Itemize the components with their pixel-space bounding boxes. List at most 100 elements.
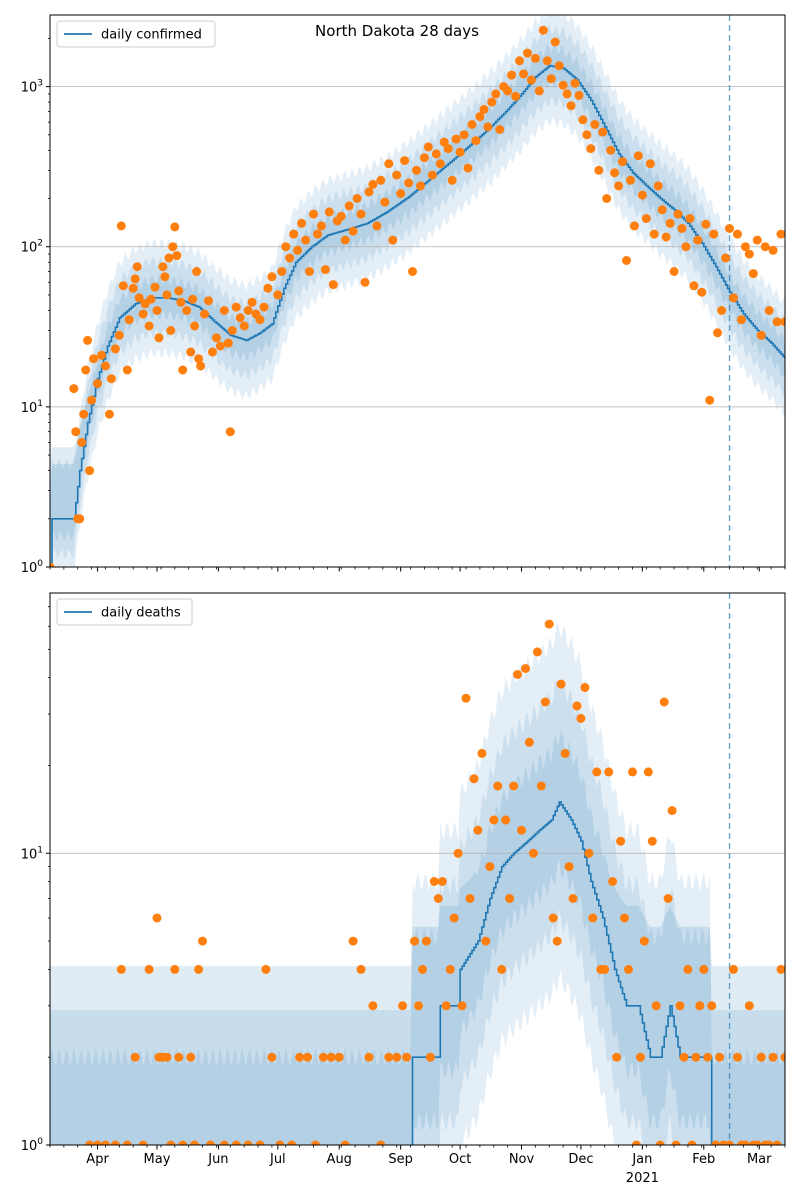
observed-point <box>200 309 209 319</box>
observed-point <box>293 245 303 255</box>
observed-point <box>457 1001 467 1011</box>
observed-point <box>487 97 497 107</box>
observed-point <box>328 280 338 290</box>
x-tick-label: Jul <box>269 1152 286 1167</box>
observed-point <box>340 235 350 245</box>
observed-point <box>146 294 156 304</box>
observed-point <box>665 218 675 228</box>
legend-label: daily confirmed <box>101 28 202 43</box>
y-tick-label-base: 10 <box>21 401 38 416</box>
y-tick-label: 100 <box>21 1137 44 1154</box>
observed-point <box>324 207 334 217</box>
observed-point <box>178 1140 188 1145</box>
observed-point <box>697 287 707 297</box>
observed-point <box>85 1140 95 1145</box>
observed-point <box>227 326 237 335</box>
observed-point <box>162 1052 172 1062</box>
legend: daily confirmed <box>56 20 216 48</box>
observed-point <box>711 1140 721 1145</box>
observed-point <box>733 1052 742 1062</box>
observed-point <box>158 262 168 272</box>
observed-point <box>740 242 750 252</box>
observed-point <box>733 229 742 239</box>
y-tick-label: 101 <box>21 845 43 862</box>
observed-point <box>729 293 738 303</box>
observed-point <box>418 964 427 974</box>
observed-point <box>128 283 138 293</box>
observed-point <box>776 964 785 974</box>
x-tick-label: Oct <box>449 1152 471 1167</box>
observed-point <box>130 274 140 284</box>
observed-point <box>659 697 669 707</box>
observed-point <box>600 964 610 974</box>
observed-point <box>188 294 198 304</box>
observed-point <box>101 1140 110 1145</box>
observed-point <box>744 249 754 259</box>
observed-point <box>776 229 785 239</box>
observed-point <box>725 224 734 233</box>
uncertainty-band <box>50 24 785 567</box>
observed-point <box>505 894 515 903</box>
observed-point <box>592 767 602 777</box>
observed-point <box>138 309 148 319</box>
observed-point <box>144 321 154 331</box>
observed-point <box>239 321 249 331</box>
observed-point <box>768 245 778 255</box>
observed-point <box>622 256 631 265</box>
axes-frame <box>49 592 786 1146</box>
observed-point <box>81 365 91 375</box>
observed-point <box>578 115 588 125</box>
observed-point <box>639 936 649 946</box>
observed-point <box>453 848 463 858</box>
observed-point <box>523 48 532 58</box>
observed-point <box>548 913 558 923</box>
observed-point <box>433 894 443 903</box>
y-tick-label-exponent: 2 <box>37 239 43 249</box>
observed-point <box>384 1052 394 1062</box>
observed-point <box>194 964 204 974</box>
observed-point <box>259 302 269 312</box>
x-tick-label: Sep <box>388 1152 413 1167</box>
observed-point <box>196 361 206 371</box>
observed-point <box>376 175 386 185</box>
observed-point <box>562 89 572 99</box>
x-tick-label: Dec <box>568 1152 593 1167</box>
observed-point <box>546 74 556 84</box>
observed-point <box>443 144 453 154</box>
observed-point <box>699 964 709 974</box>
observed-point <box>368 1001 378 1011</box>
observed-point <box>643 767 653 777</box>
x-tick-label: Apr <box>86 1152 109 1167</box>
observed-point <box>677 224 687 233</box>
observed-point <box>590 120 600 129</box>
observed-point <box>501 815 511 825</box>
observed-point <box>208 347 217 357</box>
observed-point <box>683 964 693 974</box>
observed-point <box>645 159 655 169</box>
observed-point <box>425 1052 435 1062</box>
observed-point <box>75 514 85 524</box>
observed-point <box>380 197 390 207</box>
observed-point <box>584 848 594 858</box>
observed-point <box>267 272 277 282</box>
observed-point <box>110 1140 120 1145</box>
observed-point <box>427 170 437 180</box>
x-tick-label: Feb <box>692 1152 715 1167</box>
observed-point <box>606 145 616 155</box>
observed-point <box>320 265 330 275</box>
observed-point <box>309 209 318 219</box>
observed-point <box>530 53 540 63</box>
observed-point <box>534 86 544 96</box>
observed-point <box>334 1052 344 1062</box>
model-median-line <box>50 64 785 567</box>
observed-point <box>114 330 124 340</box>
observed-point <box>215 341 225 351</box>
observed-point <box>106 374 116 384</box>
observed-point <box>483 122 493 132</box>
observed-point <box>281 242 291 252</box>
y-tick-label: 103 <box>21 79 43 96</box>
observed-point <box>243 306 253 315</box>
observed-point <box>572 701 582 711</box>
